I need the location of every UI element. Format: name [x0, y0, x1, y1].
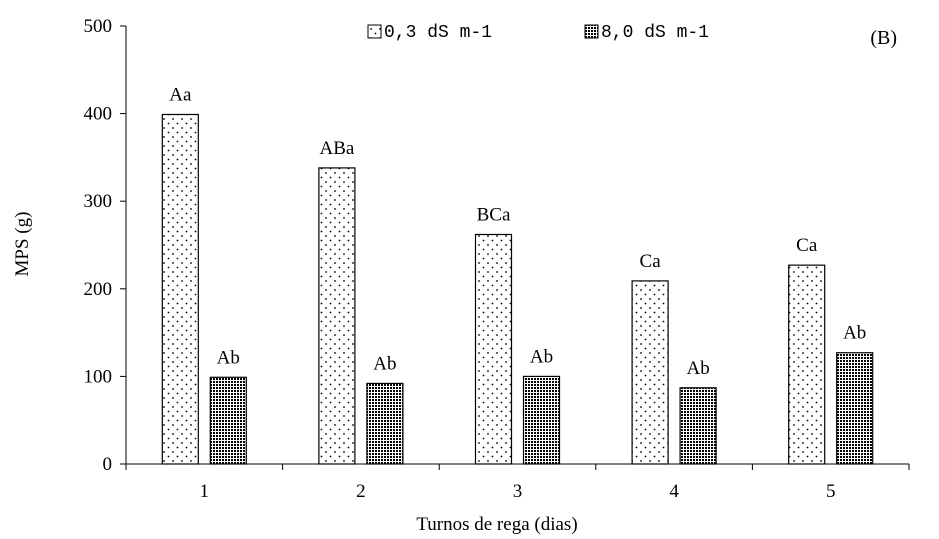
bar-series-2	[366, 382, 404, 465]
y-axis-title: MPS (g)	[12, 212, 33, 277]
bar-series-1	[161, 113, 199, 465]
data-label: ABa	[319, 138, 354, 159]
legend-label-series-2: 8,0 dS m-1	[601, 23, 709, 43]
data-label: Ca	[640, 251, 662, 272]
bar-series-1	[318, 167, 356, 465]
x-tick-label: 1	[200, 481, 210, 502]
y-tick-label: 100	[84, 366, 113, 387]
x-axis-title: Turnos de rega (dias)	[416, 514, 577, 535]
legend-label-series-1: 0,3 dS m-1	[384, 23, 492, 43]
data-label: Ca	[796, 235, 818, 256]
data-label: Ab	[530, 346, 553, 367]
panel-tag: (B)	[870, 27, 897, 49]
y-tick-label: 200	[84, 279, 113, 300]
bar-series-1	[474, 233, 513, 465]
data-label: Aa	[169, 84, 192, 105]
data-label: Ab	[843, 323, 866, 344]
y-tick-label: 500	[84, 16, 113, 37]
data-label: Ab	[373, 353, 396, 374]
y-tick-label: 0	[103, 454, 113, 475]
bar-series-2	[679, 387, 717, 465]
bar-series-2	[522, 375, 561, 465]
bars	[161, 113, 874, 465]
data-label: BCa	[477, 204, 511, 225]
y-tick-label: 300	[84, 191, 113, 212]
x-tick-label: 2	[356, 481, 366, 502]
x-tick-label: 4	[669, 481, 679, 502]
bar-series-1	[788, 264, 826, 465]
legend-swatch-series-1	[367, 24, 382, 39]
legend-swatch-series-2	[584, 24, 599, 39]
data-label: Ab	[217, 347, 240, 368]
data-label: Ab	[686, 358, 709, 379]
bar-series-1	[631, 280, 669, 465]
axes: 0 100 200 300 400 500 1 2 3 4 5	[84, 16, 910, 502]
bar-series-2	[836, 352, 874, 465]
y-tick-label: 400	[84, 104, 113, 125]
bar-series-2	[209, 376, 247, 465]
x-tick-label: 5	[826, 481, 836, 502]
data-labels: Aa Ab ABa Ab BCa Ab Ca Ab Ca Ab	[169, 84, 866, 378]
legend: 0,3 dS m-1 8,0 dS m-1	[367, 23, 709, 43]
x-tick-label: 3	[513, 481, 523, 502]
